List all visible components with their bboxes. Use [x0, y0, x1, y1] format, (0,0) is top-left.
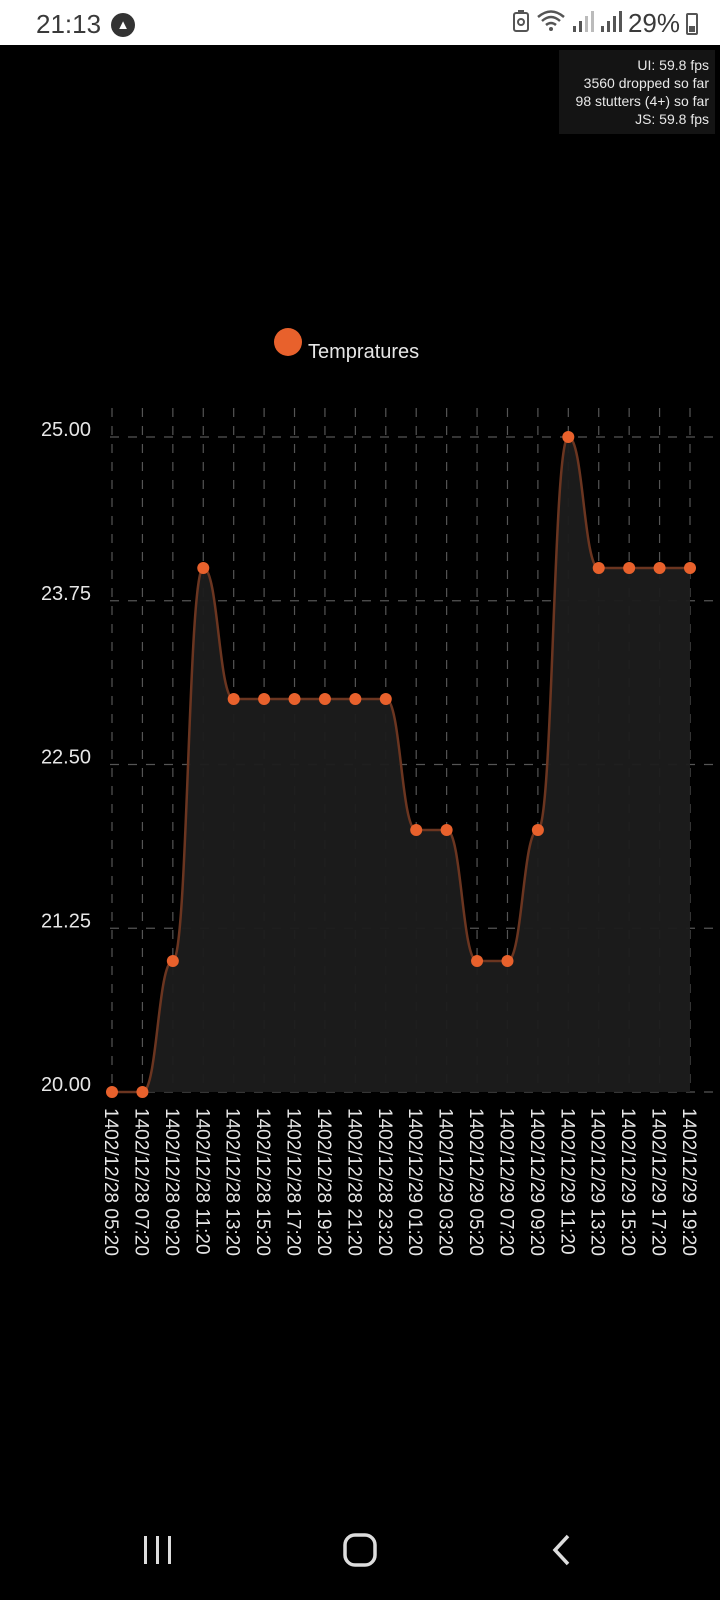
x-tick-label: 1402/12/28 23:20 [374, 1108, 395, 1256]
x-tick-label: 1402/12/28 05:20 [100, 1108, 121, 1256]
legend-label: Tempratures [308, 341, 420, 363]
data-point [258, 693, 271, 705]
recent-apps-icon [144, 1536, 171, 1564]
x-tick-label: 1402/12/29 13:20 [587, 1108, 608, 1256]
temperature-chart: 25.00 23.75 22.50 21.25 20.00 1402/12/28 05:2… [41, 408, 720, 1256]
x-tick-label: 1402/12/28 15:20 [252, 1108, 273, 1256]
data-point [562, 431, 575, 443]
data-point [379, 693, 392, 705]
x-tick-label: 1402/12/29 15:20 [617, 1108, 638, 1256]
data-point [531, 824, 544, 836]
x-tick-label: 1402/12/29 03:20 [435, 1108, 456, 1256]
system-nav-bar [0, 1500, 720, 1600]
data-point [440, 824, 453, 836]
x-tick-label: 1402/12/29 01:20 [404, 1108, 425, 1256]
y-tick-label: 21.25 [41, 910, 91, 932]
data-point [592, 562, 605, 574]
x-tick-label: 1402/12/28 09:20 [161, 1108, 182, 1256]
data-point [653, 562, 666, 574]
back-button[interactable] [532, 1520, 592, 1580]
data-point [623, 562, 636, 574]
perf-monitor: UI: 59.8 fps 3560 dropped so far 98 stut… [559, 50, 715, 134]
data-point [288, 693, 301, 705]
back-icon [552, 1534, 570, 1566]
x-tick-label: 1402/12/29 09:20 [526, 1108, 547, 1256]
series-line [112, 435, 690, 1094]
home-icon [343, 1533, 377, 1567]
signal-icon [572, 8, 594, 39]
data-point [136, 1086, 149, 1098]
signal-icon [600, 8, 622, 39]
y-tick-label: 20.00 [41, 1074, 91, 1096]
data-point [106, 1086, 118, 1098]
perf-ui-fps: UI: 59.8 fps [637, 57, 709, 73]
status-bar: 21:13 ▲ 29% [0, 0, 720, 45]
status-time: 21:13 [36, 9, 102, 39]
data-point [410, 824, 423, 836]
legend-marker [274, 328, 302, 356]
data-point [349, 693, 362, 705]
data-point [471, 955, 484, 967]
perf-js-fps: JS: 59.8 fps [635, 111, 709, 127]
home-button[interactable] [330, 1520, 390, 1580]
recycle-battery-icon [512, 8, 530, 39]
data-point [166, 955, 179, 967]
status-icons: 29% [512, 8, 698, 39]
x-tick-label: 1402/12/29 11:20 [556, 1108, 577, 1255]
battery-icon [686, 12, 698, 35]
perf-dropped: 3560 dropped so far [583, 75, 709, 91]
x-tick-label: 1402/12/28 21:20 [343, 1108, 364, 1256]
data-point [684, 562, 696, 574]
data-point [227, 693, 240, 705]
chart-legend: Tempratures [274, 328, 419, 363]
x-tick-label: 1402/12/29 19:20 [678, 1108, 699, 1256]
wifi-icon [536, 8, 566, 39]
x-tick-label: 1402/12/28 07:20 [130, 1108, 151, 1256]
x-tick-label: 1402/12/29 05:20 [465, 1108, 486, 1256]
x-tick-label: 1402/12/29 07:20 [495, 1108, 516, 1256]
data-point [501, 955, 514, 967]
x-tick-label: 1402/12/28 17:20 [283, 1108, 304, 1256]
x-tick-label: 1402/12/28 11:20 [191, 1108, 212, 1255]
x-tick-label: 1402/12/28 13:20 [222, 1108, 243, 1256]
data-point [318, 693, 331, 705]
x-tick-label: 1402/12/28 19:20 [313, 1108, 334, 1256]
y-tick-label: 23.75 [41, 583, 91, 605]
data-point [197, 562, 210, 574]
y-tick-label: 22.50 [41, 747, 91, 769]
y-tick-label: 25.00 [41, 419, 91, 441]
x-tick-label: 1402/12/29 17:20 [648, 1108, 669, 1256]
navigation-arrow-icon: ▲ [111, 13, 135, 37]
recent-apps-button[interactable] [128, 1520, 188, 1580]
perf-stutters: 98 stutters (4+) so far [575, 93, 709, 109]
battery-percent: 29% [627, 8, 680, 38]
